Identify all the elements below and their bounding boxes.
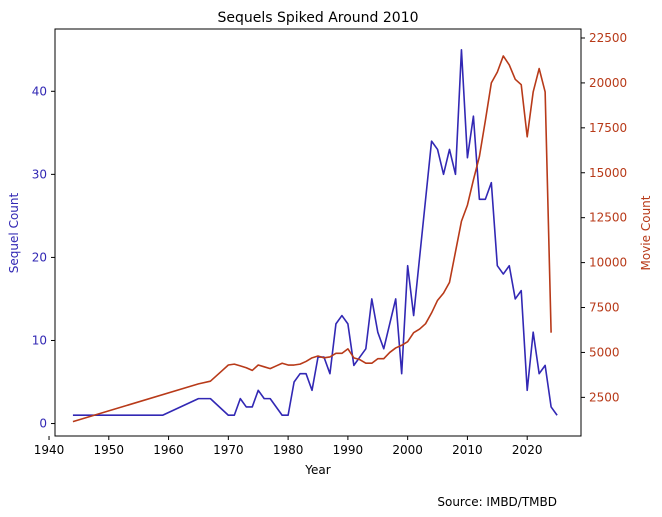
x-tick-label: 1940 <box>34 443 65 457</box>
y-right-tick-label: 15000 <box>589 166 627 180</box>
y-left-tick-label: 20 <box>32 250 47 264</box>
y-left-tick-label: 30 <box>32 167 47 181</box>
y-right-tick-label: 17500 <box>589 121 627 135</box>
y-right-tick-label: 12500 <box>589 211 627 225</box>
source-note: Source: IMBD/TMBD <box>437 495 557 509</box>
x-tick-label: 2020 <box>512 443 543 457</box>
movie-count-series-line <box>72 55 552 423</box>
y-right-tick-label: 10000 <box>589 256 627 270</box>
y-right-tick-label: 7500 <box>589 301 620 315</box>
y-right-tick-label: 22500 <box>589 31 627 45</box>
x-tick-label: 2010 <box>452 443 483 457</box>
x-tick-label: 2000 <box>392 443 423 457</box>
x-tick-label: 1980 <box>273 443 304 457</box>
x-tick-label: 1950 <box>94 443 125 457</box>
y-left-tick-label: 0 <box>39 417 47 431</box>
y-left-axis-label: Sequel Count <box>7 193 21 274</box>
x-axis-label: Year <box>304 463 330 477</box>
sequel-count-series-line <box>72 48 558 417</box>
x-tick-label: 1990 <box>333 443 364 457</box>
y-right-tick-label: 2500 <box>589 390 620 404</box>
x-tick-label: 1970 <box>213 443 244 457</box>
plot-frame <box>54 28 582 437</box>
y-right-tick-label: 20000 <box>589 76 627 90</box>
y-right-axis-label: Movie Count <box>639 195 653 270</box>
x-tick-label: 1960 <box>153 443 184 457</box>
y-left-tick-label: 10 <box>32 333 47 347</box>
y-right-tick-label: 5000 <box>589 345 620 359</box>
y-left-tick-label: 40 <box>32 84 47 98</box>
chart-title: Sequels Spiked Around 2010 <box>217 10 418 26</box>
